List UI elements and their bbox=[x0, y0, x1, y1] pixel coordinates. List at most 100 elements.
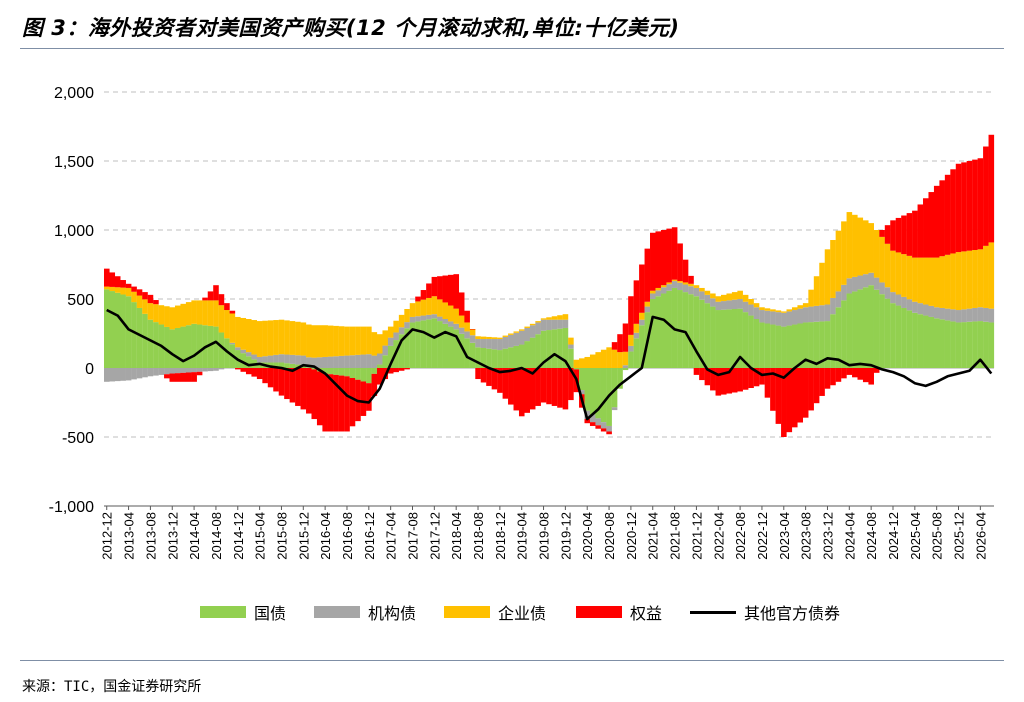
legend-swatch-official bbox=[690, 610, 736, 614]
bar-segment-corp bbox=[311, 325, 318, 358]
bar-segment-equity bbox=[109, 272, 116, 287]
bar-segment-agency bbox=[666, 284, 672, 291]
bar-segment-corp bbox=[748, 299, 754, 305]
bar-segment-equity bbox=[759, 368, 765, 385]
bar-segment-agency bbox=[742, 301, 749, 313]
bar-segment-agency bbox=[753, 307, 760, 320]
bar-segment-agency bbox=[109, 368, 116, 382]
bar-segment-agency bbox=[562, 319, 569, 328]
bar-segment-agency bbox=[688, 286, 694, 295]
bar-segment-equity bbox=[977, 158, 984, 250]
bar-segment-agency bbox=[366, 354, 372, 368]
bar-segment-govt bbox=[568, 348, 574, 368]
bar-segment-corp bbox=[579, 358, 585, 368]
x-tick-label: 2020-08 bbox=[602, 512, 617, 560]
legend-label-govt: 国债 bbox=[254, 604, 287, 623]
bar-segment-equity bbox=[655, 231, 662, 288]
bar-segment-agency bbox=[650, 293, 656, 299]
bar-segment-equity bbox=[923, 198, 929, 258]
bar-segment-corp bbox=[873, 230, 880, 278]
bar-segment-govt bbox=[726, 309, 733, 368]
bar-segment-agency bbox=[923, 304, 929, 316]
bar-segment-equity bbox=[371, 373, 378, 396]
bar-segment-corp bbox=[939, 256, 945, 308]
bar-segment-equity bbox=[415, 296, 421, 302]
bar-segment-agency bbox=[327, 356, 334, 368]
bar-segment-agency bbox=[245, 352, 252, 357]
x-tick-label: 2019-12 bbox=[558, 512, 573, 560]
bar-segment-corp bbox=[726, 293, 733, 301]
bar-segment-corp bbox=[901, 254, 907, 297]
bar-segment-corp bbox=[153, 304, 159, 323]
bar-segment-equity bbox=[699, 368, 705, 381]
bar-segment-corp bbox=[502, 335, 509, 337]
bar-segment-govt bbox=[191, 323, 197, 368]
bar-segment-equity bbox=[131, 286, 137, 292]
bar-segment-agency bbox=[453, 323, 460, 330]
bar-segment-equity bbox=[895, 217, 902, 253]
legend-label-equity: 权益 bbox=[630, 604, 663, 623]
bar-segment-equity bbox=[617, 334, 623, 353]
bar-segment-equity bbox=[633, 280, 640, 324]
x-tick-label: 2014-12 bbox=[231, 512, 246, 560]
bar-segment-equity bbox=[180, 372, 187, 382]
bar-segment-govt bbox=[366, 368, 372, 384]
bar-segment-equity bbox=[502, 368, 509, 399]
bar-segment-corp bbox=[431, 296, 438, 315]
bar-segment-agency bbox=[131, 368, 137, 380]
bar-segment-govt bbox=[344, 368, 350, 377]
bar-segment-agency bbox=[939, 307, 945, 320]
bar-segment-govt bbox=[486, 348, 492, 368]
bar-segment-corp bbox=[742, 294, 749, 302]
bar-segment-equity bbox=[764, 368, 771, 398]
bar-segment-agency bbox=[944, 308, 951, 321]
bar-segment-govt bbox=[677, 290, 683, 368]
bar-segment-equity bbox=[731, 368, 738, 393]
bar-segment-equity bbox=[589, 422, 596, 426]
bar-segment-govt bbox=[786, 325, 793, 368]
bar-segment-corp bbox=[933, 257, 940, 308]
bar-segment-corp bbox=[606, 347, 612, 368]
bar-segment-govt bbox=[939, 319, 945, 368]
y-tick-label: 500 bbox=[67, 292, 94, 309]
bar-segment-agency bbox=[977, 307, 984, 322]
legend-label-corp: 企业债 bbox=[498, 604, 547, 623]
bar-segment-govt bbox=[426, 319, 432, 368]
bar-segment-govt bbox=[508, 347, 514, 368]
bar-segment-equity bbox=[120, 280, 126, 288]
bar-segment-govt bbox=[639, 325, 645, 368]
bar-segment-govt bbox=[720, 309, 727, 368]
bar-segment-corp bbox=[415, 301, 421, 317]
bar-segment-corp bbox=[349, 326, 356, 356]
bar-segment-agency bbox=[251, 354, 257, 360]
bar-segment-govt bbox=[824, 321, 831, 368]
bar-segment-equity bbox=[846, 368, 853, 375]
bar-segment-corp bbox=[988, 242, 995, 309]
bar-segment-govt bbox=[360, 368, 367, 382]
bar-segment-equity bbox=[813, 368, 820, 404]
x-tick-label: 2025-12 bbox=[952, 512, 967, 560]
bar-segment-equity bbox=[338, 375, 345, 432]
bar-segment-equity bbox=[491, 368, 498, 390]
bar-segment-govt bbox=[753, 319, 760, 368]
bar-segment-govt bbox=[125, 296, 132, 368]
legend-swatch-govt bbox=[200, 606, 246, 618]
bar-segment-corp bbox=[546, 317, 552, 320]
bar-segment-agency bbox=[551, 319, 558, 330]
bar-segment-equity bbox=[153, 300, 159, 305]
bar-segment-govt bbox=[857, 289, 864, 368]
bar-segment-agency bbox=[442, 319, 449, 324]
bar-segment-corp bbox=[142, 299, 148, 314]
bar-segment-govt bbox=[737, 308, 743, 368]
bar-segment-equity bbox=[720, 368, 727, 395]
bar-segment-equity bbox=[983, 146, 989, 246]
bar-segment-corp bbox=[235, 316, 241, 348]
bar-segment-equity bbox=[786, 368, 793, 433]
x-tick-label: 2022-04 bbox=[711, 512, 726, 560]
bar-segment-govt bbox=[306, 367, 312, 368]
bar-segment-equity bbox=[322, 373, 328, 432]
bar-segment-equity bbox=[273, 368, 279, 392]
bar-segment-govt bbox=[906, 310, 913, 368]
bar-segment-equity bbox=[229, 310, 236, 314]
bar-segment-govt bbox=[240, 353, 247, 368]
